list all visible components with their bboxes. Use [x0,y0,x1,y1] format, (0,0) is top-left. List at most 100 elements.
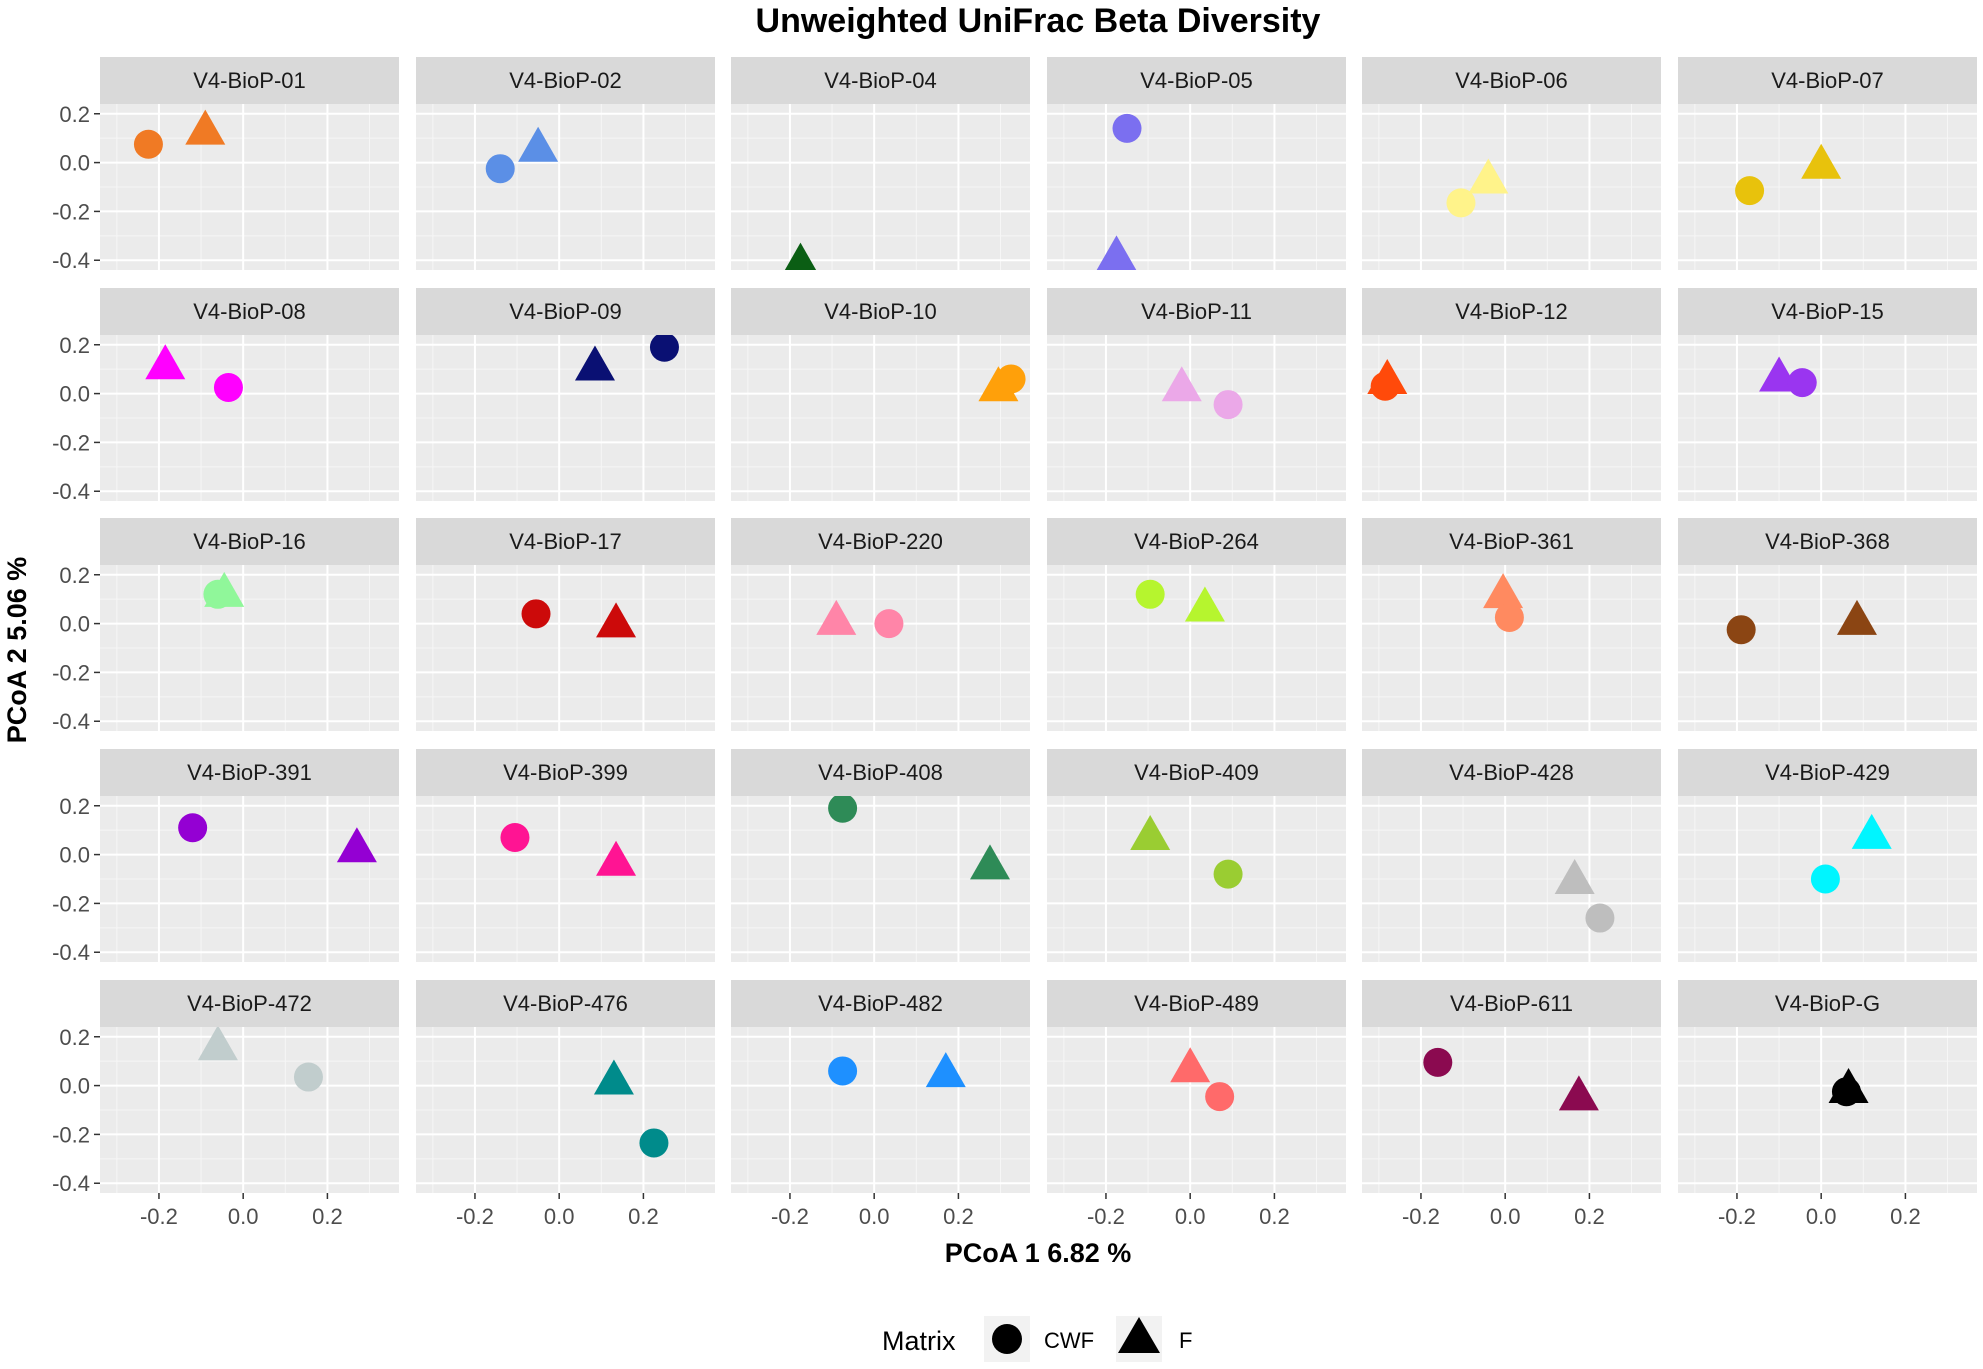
point-cwf-circle [1810,864,1840,894]
facet-panel: V4-BioP-361 [1362,518,1661,731]
facet-strip-label: V4-BioP-05 [1140,68,1253,93]
facet-strip-label: V4-BioP-399 [503,760,628,785]
facet-strip [1678,288,1977,335]
x-tick-label: 0.0 [544,1204,575,1229]
facet-strip-label: V4-BioP-06 [1455,68,1568,93]
point-f-triangle [518,126,559,162]
y-tick-label: 0.0 [59,612,90,637]
point-f-triangle [1161,366,1202,402]
panel-points [978,364,1026,402]
point-cwf-circle [178,813,208,843]
point-cwf-circle [1213,390,1243,420]
point-f-triangle [574,345,615,381]
facet-strip [1362,749,1661,796]
point-f-triangle [1483,573,1524,609]
panel-points [1367,358,1408,401]
y-tick-label: -0.4 [52,1171,90,1196]
facet-panel: V4-BioP-04 [731,57,1030,270]
point-f-triangle [1096,235,1137,270]
y-tick-label: 0.2 [59,563,90,588]
y-tick-label: -0.4 [52,940,90,965]
x-tick-label: 0.0 [1490,1204,1521,1229]
panel-points [1170,1047,1235,1112]
legend: Matrix CWF F [882,1316,1192,1362]
facet-strip-label: V4-BioP-408 [818,760,943,785]
x-tick-label: 0.0 [228,1204,259,1229]
facet-strip [731,518,1030,565]
point-f-triangle [1558,1075,1599,1111]
y-tick-label: -0.4 [52,248,90,273]
panel-points [1554,859,1615,933]
facet-strip-label: V4-BioP-409 [1134,760,1259,785]
point-f-triangle [596,602,637,638]
facet-strip [1678,749,1977,796]
facet-strip [100,57,399,104]
point-f-triangle [596,840,637,876]
facet-strip [1047,288,1346,335]
facet-panel: V4-BioP-02 [416,57,715,270]
y-tick-label: -0.2 [52,430,90,455]
point-cwf-circle [500,823,530,852]
facet-strip-label: V4-BioP-G [1775,991,1880,1016]
y-tick-label: -0.2 [52,199,90,224]
y-tick-label: 0.0 [59,843,90,868]
y-tick-label: 0.0 [59,151,90,176]
legend-key-cwf-circle [992,1324,1022,1354]
facet-panel: V4-BioP-16 0.2 0.0 -0.2 -0.4 [52,518,399,734]
facet-strip [100,980,399,1027]
facet-panel: V4-BioP-G -0.2 0.0 0.2 [1678,980,1977,1229]
facet-strip-label: V4-BioP-07 [1771,68,1884,93]
x-axis-title: PCoA 1 6.82 % [945,1238,1132,1268]
point-cwf-circle [1787,368,1817,398]
point-cwf-circle [133,129,163,159]
facet-strip-label: V4-BioP-08 [193,299,306,324]
panel-points [178,813,377,863]
facet-strip [1362,57,1661,104]
facet-strip [1678,980,1977,1027]
facet-strip [416,980,715,1027]
x-tick-label: 0.2 [1259,1204,1290,1229]
x-tick-label: 0.2 [312,1204,343,1229]
facet-strip-label: V4-BioP-11 [1141,299,1252,324]
point-cwf-circle [1726,615,1756,645]
point-f-triangle [1801,143,1842,179]
facet-panel: V4-BioP-17 [416,518,715,731]
facet-strip-label: V4-BioP-16 [193,529,306,554]
facet-strip [416,518,715,565]
y-tick-label: 0.2 [59,1025,90,1050]
facet-panel: V4-BioP-06 [1362,57,1661,270]
point-cwf-circle [649,335,679,362]
panel-points [485,126,559,184]
point-cwf-circle [293,1062,323,1092]
facet-strip-label: V4-BioP-482 [818,991,943,1016]
facet-strip [100,749,399,796]
facet-panel: V4-BioP-220 [731,518,1030,731]
facet-panel: V4-BioP-429 [1678,749,1977,962]
y-tick-label: 0.0 [59,1074,90,1099]
facet-panel: V4-BioP-12 [1362,288,1661,501]
panel-points [593,1059,669,1158]
facet-panel: V4-BioP-472 0.2 0.0 -0.2 -0.4 -0.2 0.0 0.2 [52,980,399,1229]
facet-strip [731,57,1030,104]
panel-points [145,344,243,402]
facet-panel: V4-BioP-482 -0.2 0.0 0.2 [731,980,1030,1229]
point-cwf-circle [1205,1082,1235,1112]
facet-panel: V4-BioP-10 [731,288,1030,501]
chart-title: Unweighted UniFrac Beta Diversity [756,2,1321,40]
point-cwf-circle [996,364,1026,394]
x-tick-label: 0.2 [1890,1204,1921,1229]
facet-panels: V4-BioP-01 0.2 0.0 -0.2 -0.4 V4-BioP-02 V4-Bio… [52,57,1977,1229]
panel-points [500,823,637,876]
panel-points [1759,356,1817,398]
point-f-triangle [1468,158,1509,194]
facet-strip-label: V4-BioP-264 [1134,529,1259,554]
panel-points [133,109,226,159]
point-f-triangle [145,344,186,380]
point-cwf-circle [1585,903,1615,933]
point-cwf-circle [1494,602,1524,632]
point-f-triangle [816,599,857,635]
facet-strip-label: V4-BioP-368 [1765,529,1890,554]
facet-panel: V4-BioP-489 -0.2 0.0 0.2 [1047,980,1346,1229]
y-tick-label: -0.2 [52,660,90,685]
facet-strip [100,518,399,565]
